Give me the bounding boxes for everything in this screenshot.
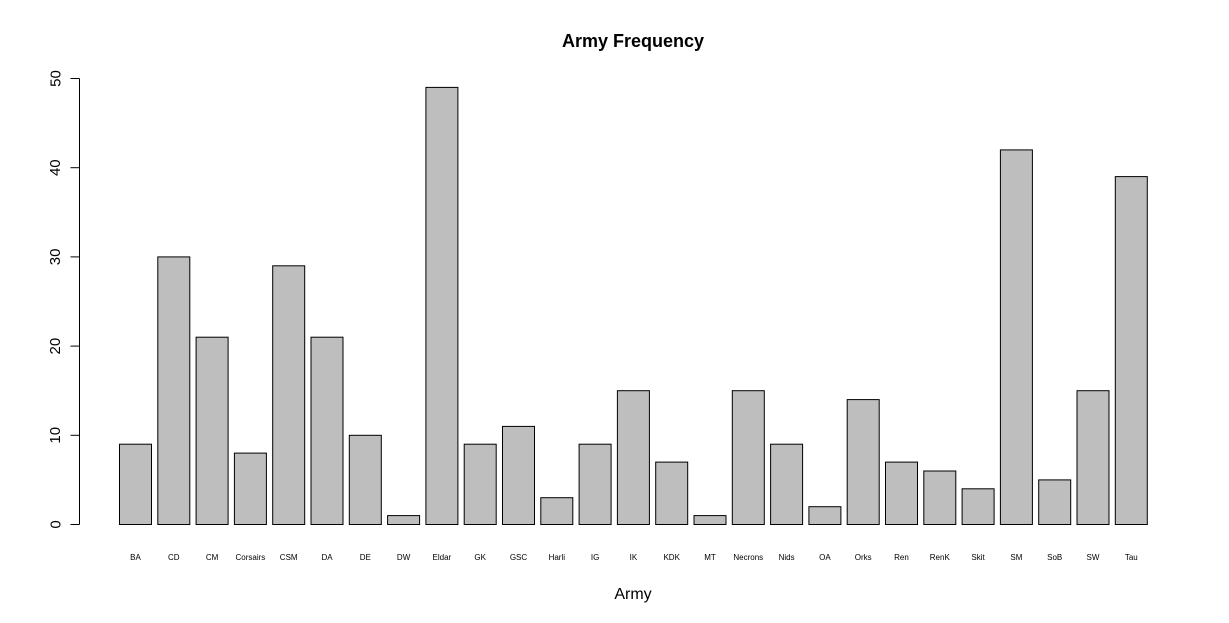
bar-renk	[923, 470, 957, 525]
bar-dw	[387, 515, 421, 525]
bar-csm	[272, 265, 306, 525]
x-tick-label: GSC	[510, 553, 528, 562]
y-tick-label: 20	[47, 338, 64, 355]
x-tick-label: IG	[591, 553, 599, 562]
x-tick-label: DE	[360, 553, 371, 562]
bar-harli	[540, 497, 574, 526]
bar-skit	[961, 488, 995, 525]
bar-ren	[885, 461, 918, 526]
x-tick-label: CD	[168, 553, 180, 562]
bar-ig	[578, 443, 612, 526]
x-tick-label: SoB	[1047, 553, 1062, 562]
bar-gk	[463, 443, 497, 526]
x-tick-label: Ren	[894, 553, 909, 562]
bar-sob	[1038, 479, 1072, 525]
bar-corsairs	[233, 452, 267, 526]
x-tick-label: Eldar	[433, 553, 452, 562]
bar-orks	[846, 399, 880, 526]
bar-da	[310, 336, 344, 526]
y-tick-label: 0	[47, 520, 64, 528]
x-tick-label: Tau	[1125, 553, 1138, 562]
x-tick-label: CSM	[280, 553, 298, 562]
y-axis: 0 10 20 30 40 50	[47, 70, 80, 529]
x-axis-label: Army	[614, 586, 651, 603]
x-tick-label: GK	[474, 553, 486, 562]
bar-oa	[808, 506, 842, 526]
bar-cd	[157, 256, 191, 525]
y-tick-label: 50	[47, 70, 64, 87]
x-tick-label: Harli	[549, 553, 566, 562]
x-tick-label: SM	[1010, 553, 1022, 562]
x-tick-label: IK	[630, 553, 638, 562]
bar-mt	[693, 515, 727, 525]
x-tick-label: SW	[1087, 553, 1100, 562]
bar-tau	[1114, 176, 1148, 525]
y-tick-label: 30	[47, 249, 64, 266]
x-tick-label: Orks	[855, 553, 872, 562]
x-tick-label: BA	[130, 553, 141, 562]
x-tick-labels: BA CD CM Corsairs CSM DA DE DW Eldar GK GSC Harli IG…	[130, 553, 1138, 562]
x-tick-label: Corsairs	[236, 553, 266, 562]
x-tick-label: Necrons	[733, 553, 763, 562]
bar-ba	[119, 443, 152, 526]
chart-title: Army Frequency	[562, 31, 704, 51]
bar-kdk	[655, 461, 689, 526]
bar-eldar	[425, 86, 459, 526]
y-tick-label: 40	[47, 159, 64, 176]
bar-nids	[770, 443, 804, 526]
x-tick-label: CM	[206, 553, 219, 562]
bar-ik	[616, 390, 650, 526]
x-tick-label: OA	[819, 553, 831, 562]
x-tick-label: Skit	[971, 553, 985, 562]
x-tick-label: MT	[704, 553, 716, 562]
bars	[119, 86, 1148, 526]
x-tick-label: DA	[321, 553, 333, 562]
x-tick-label: DW	[397, 553, 411, 562]
bar-sw	[1076, 390, 1110, 526]
bar-de	[348, 434, 382, 525]
x-tick-label: KDK	[663, 553, 680, 562]
y-tick-label: 10	[47, 427, 64, 444]
bar-sm	[999, 149, 1033, 525]
bar-gsc	[502, 425, 535, 525]
bar-necrons	[731, 390, 765, 526]
x-tick-label: Nids	[779, 553, 795, 562]
x-tick-label: RenK	[930, 553, 951, 562]
bar-cm	[195, 336, 229, 526]
